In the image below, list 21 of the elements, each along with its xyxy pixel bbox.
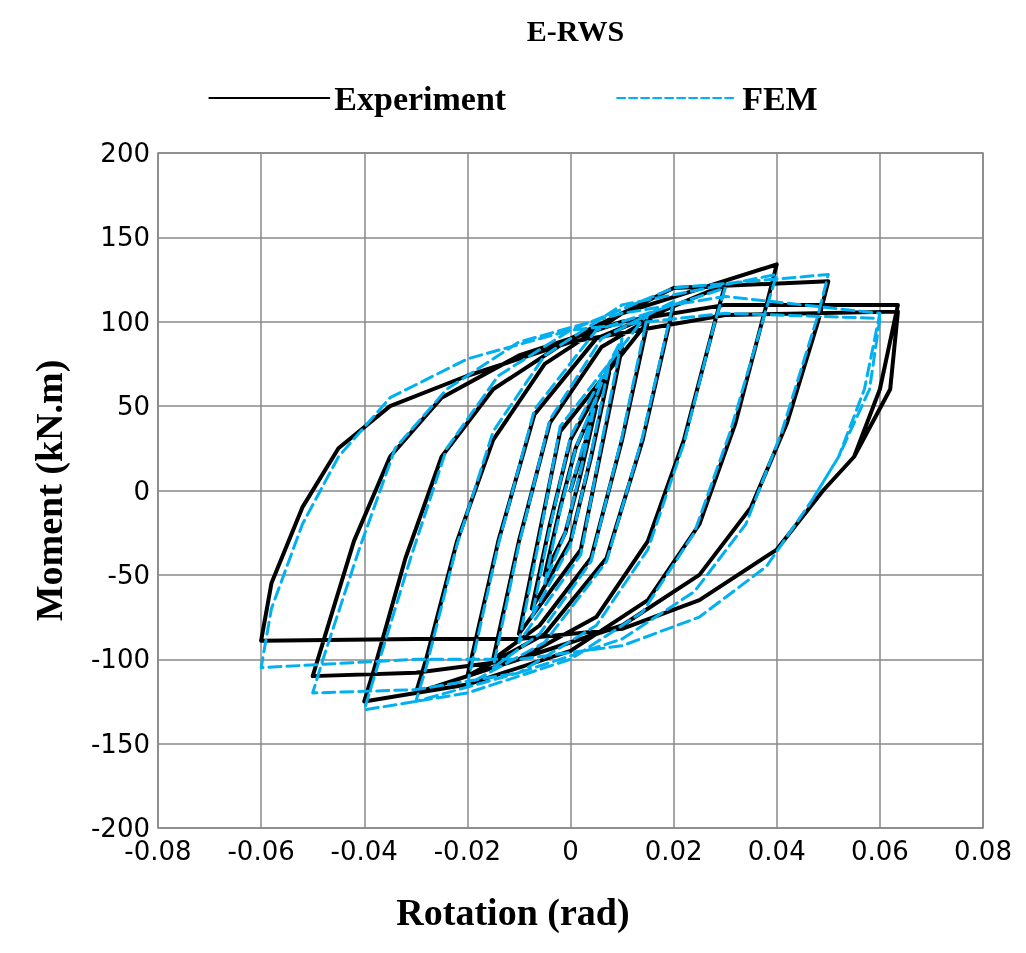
x-tick-label: -0.06 xyxy=(227,836,295,866)
y-tick-label: 200 xyxy=(100,138,150,168)
x-axis-title: Rotation (rad) xyxy=(396,891,630,934)
x-tick-label: 0.04 xyxy=(747,836,806,866)
x-tick-label: -0.04 xyxy=(330,836,398,866)
y-tick-label: 50 xyxy=(116,391,150,422)
y-axis-title: Moment (kN.m) xyxy=(28,359,71,622)
legend-label: FEM xyxy=(742,79,818,117)
y-tick-label: 0 xyxy=(133,475,150,506)
legend-label: Experiment xyxy=(334,79,507,117)
x-tick-label: 0 xyxy=(562,836,579,866)
x-tick-label: 0.08 xyxy=(954,836,1012,866)
y-tick-label: 150 xyxy=(100,222,150,253)
y-tick-label: -150 xyxy=(90,728,150,759)
x-tick-label: -0.02 xyxy=(433,836,502,866)
y-tick-label: -50 xyxy=(107,559,150,590)
chart-title: E-RWS xyxy=(526,13,625,47)
x-tick-label: 0.02 xyxy=(644,836,703,866)
x-tick-label: 0.06 xyxy=(850,836,909,866)
y-tick-label: 100 xyxy=(100,306,150,337)
y-tick-label: -100 xyxy=(90,644,150,675)
